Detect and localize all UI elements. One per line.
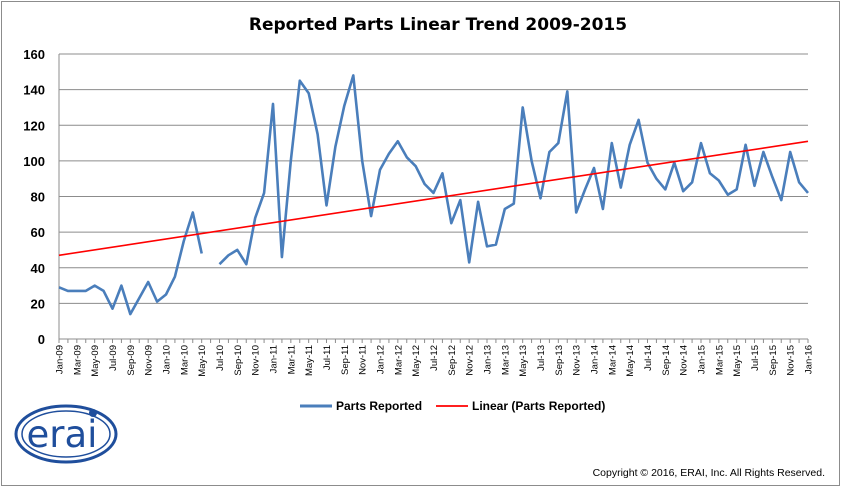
y-axis-ticks: 0 20 40 60 80 100 120 140 160 <box>23 47 45 347</box>
x-tick-label: May-13 <box>518 345 529 377</box>
x-tick-label: Mar-09 <box>72 345 83 375</box>
x-tick-label: May-11 <box>304 345 315 376</box>
x-tick-label: Nov-09 <box>144 345 155 376</box>
y-tick-label-140: 140 <box>23 83 45 98</box>
x-tick-label: Mar-12 <box>393 345 404 375</box>
x-tick-label: Jul-15 <box>750 345 761 371</box>
x-tick-label: Jan-16 <box>804 345 815 374</box>
x-tick-label: Sep-10 <box>233 345 244 376</box>
x-tick-label: Sep-15 <box>768 345 779 376</box>
x-tick-label: May-12 <box>411 345 422 377</box>
x-tick-label: Jan-15 <box>697 345 708 374</box>
x-tick-label: May-10 <box>197 345 208 377</box>
legend-label-parts-reported: Parts Reported <box>336 399 422 413</box>
x-tick-label: Jan-12 <box>376 345 387 374</box>
x-tick-label: Jul-10 <box>215 345 226 371</box>
x-tick-label: Mar-11 <box>286 345 297 374</box>
x-tick-label: Jan-10 <box>162 345 173 374</box>
x-tick-label: Jul-14 <box>643 345 654 371</box>
x-tick-label: Nov-12 <box>465 345 476 376</box>
x-tick-label: Sep-12 <box>447 345 458 376</box>
legend-label-linear: Linear (Parts Reported) <box>472 399 605 413</box>
y-tick-label-40: 40 <box>31 261 45 276</box>
x-tick-label: Jul-13 <box>536 345 547 371</box>
y-tick-label-0: 0 <box>38 332 45 347</box>
copyright-text: Copyright © 2016, ERAI, Inc. All Rights … <box>593 467 825 479</box>
y-tick-label-120: 120 <box>23 118 45 133</box>
x-tick-label: Sep-14 <box>661 345 672 376</box>
erai-logo: erai <box>14 404 118 464</box>
plot-series <box>58 74 809 316</box>
y-tick-label-20: 20 <box>31 296 45 311</box>
x-tick-label: Jan-14 <box>590 345 601 374</box>
x-tick-label: Nov-10 <box>251 345 262 376</box>
x-axis-tick-marks <box>58 339 809 343</box>
x-tick-label: Sep-09 <box>126 345 137 376</box>
x-tick-label: Nov-15 <box>786 345 797 376</box>
x-tick-label: Nov-13 <box>572 345 583 376</box>
x-tick-label: Mar-15 <box>714 345 725 375</box>
series-linear-trend-line <box>58 140 809 257</box>
x-tick-label: Jan-11 <box>269 345 280 373</box>
x-tick-label: May-14 <box>625 345 636 377</box>
x-tick-label: Mar-13 <box>500 345 511 375</box>
x-tick-label: Jul-12 <box>429 345 440 371</box>
x-tick-label: Jul-09 <box>108 345 119 371</box>
legend: Parts Reported Linear (Parts Reported) <box>300 399 605 413</box>
chart-title: Reported Parts Linear Trend 2009-2015 <box>249 15 627 35</box>
x-tick-label: Jul-11 <box>322 345 333 370</box>
x-tick-label: Jan-13 <box>483 345 494 374</box>
x-tick-label: Sep-13 <box>554 345 565 376</box>
x-tick-label: May-09 <box>90 345 101 377</box>
x-tick-label: Nov-14 <box>679 345 690 376</box>
x-axis-labels: Jan-09 Mar-09 May-09 Jul-09 Sep-09 Nov-09 Jan-… <box>55 345 815 377</box>
x-tick-label: Sep-11 <box>340 345 351 375</box>
y-tick-label-160: 160 <box>23 47 45 62</box>
logo-text: erai <box>27 413 98 456</box>
y-tick-label-80: 80 <box>31 190 45 205</box>
x-tick-label: May-15 <box>732 345 743 377</box>
x-tick-label: Jan-09 <box>55 345 66 374</box>
x-tick-label: Mar-14 <box>607 345 618 375</box>
series-parts-reported-line <box>58 74 809 316</box>
y-tick-label-100: 100 <box>23 154 45 169</box>
x-tick-label: Nov-11 <box>358 345 369 375</box>
x-tick-label: Mar-10 <box>179 345 190 375</box>
y-tick-label-60: 60 <box>31 225 45 240</box>
gridlines <box>58 53 808 340</box>
